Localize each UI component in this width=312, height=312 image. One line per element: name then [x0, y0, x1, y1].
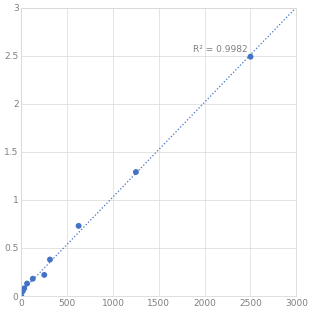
Point	[134, 169, 139, 174]
Text: R² = 0.9982: R² = 0.9982	[193, 45, 247, 53]
Point	[76, 223, 81, 228]
Point	[47, 257, 52, 262]
Point	[30, 276, 35, 281]
Point	[248, 54, 253, 59]
Point	[20, 289, 25, 294]
Point	[42, 272, 47, 277]
Point	[22, 286, 27, 291]
Point	[19, 294, 24, 299]
Point	[25, 281, 30, 286]
